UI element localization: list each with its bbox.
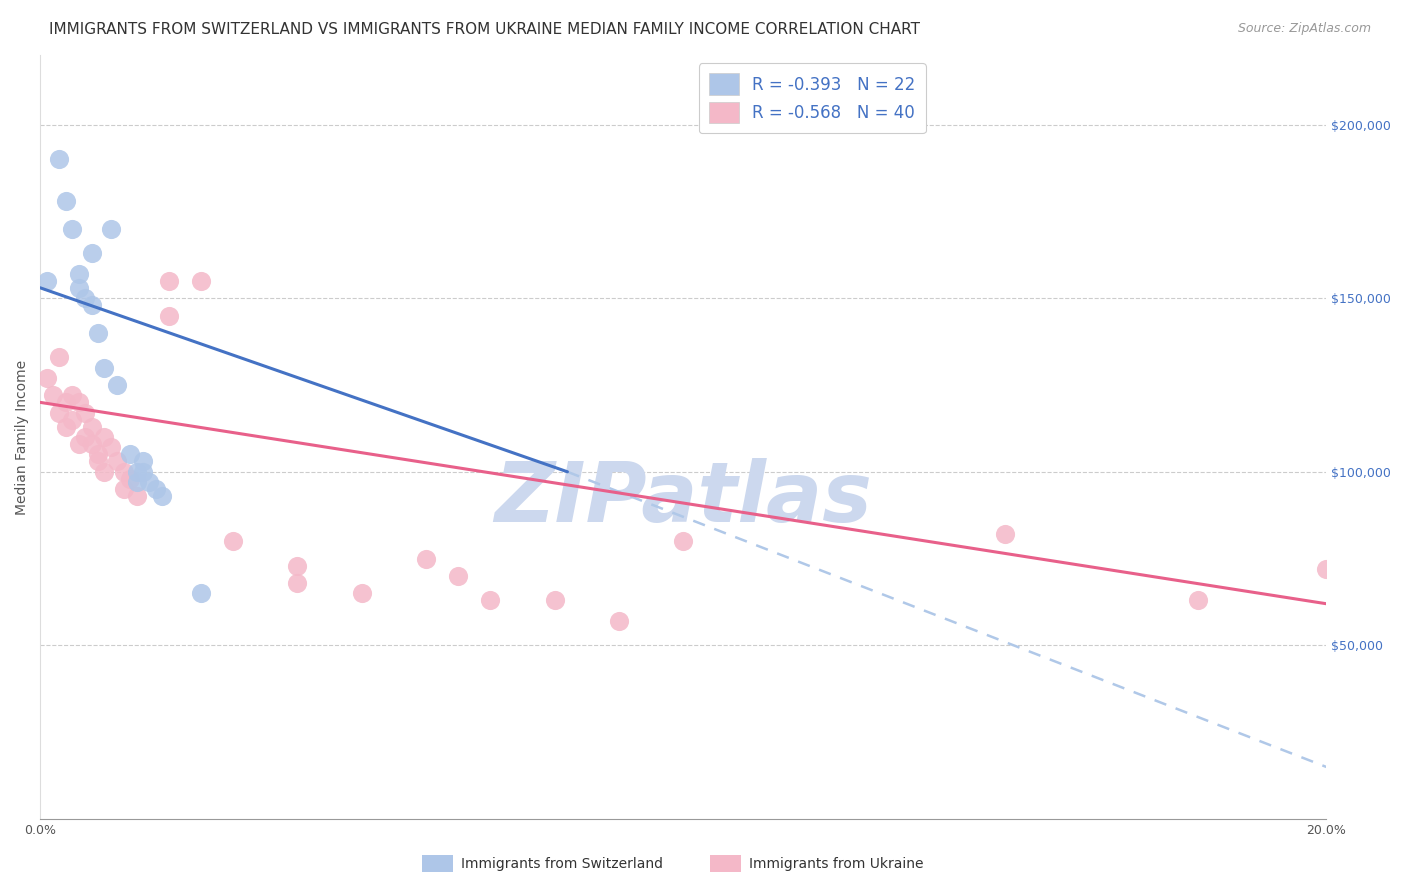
Point (60, 388, 83, 402)
Point (222, 534, 245, 549)
Point (55, 194, 77, 208)
Point (1187, 593, 1209, 607)
Point (1315, 562, 1337, 576)
Point (479, 593, 502, 607)
Point (125, 465, 148, 479)
Point (672, 534, 695, 549)
Point (60, 221, 83, 235)
Point (80, 437, 103, 451)
Point (138, 475, 160, 490)
Y-axis label: Median Family Income: Median Family Income (15, 359, 30, 515)
Point (60, 413, 83, 427)
Text: ZIPatlas: ZIPatlas (495, 458, 872, 539)
Point (80, 419, 103, 434)
Point (415, 551, 437, 566)
Point (105, 378, 128, 392)
Point (67, 395, 90, 409)
Point (350, 586, 373, 600)
Point (48, 406, 70, 420)
Point (285, 558, 308, 573)
Point (112, 465, 135, 479)
Point (75, 430, 97, 444)
Point (100, 441, 122, 455)
Point (120, 472, 142, 486)
Point (80, 246, 103, 260)
Point (447, 569, 470, 583)
Point (87, 326, 110, 340)
Point (67, 281, 90, 295)
Point (157, 274, 180, 288)
Point (190, 586, 212, 600)
Point (112, 482, 135, 496)
Text: Immigrants from Ukraine: Immigrants from Ukraine (749, 857, 924, 871)
Point (93, 430, 115, 444)
Point (285, 575, 308, 590)
Point (87, 454, 110, 468)
Point (48, 153, 70, 167)
Point (994, 527, 1017, 541)
Text: Immigrants from Switzerland: Immigrants from Switzerland (461, 857, 664, 871)
Point (75, 291, 97, 305)
Point (125, 475, 148, 490)
Point (55, 395, 77, 409)
Point (93, 465, 115, 479)
Point (87, 447, 110, 461)
Point (145, 482, 167, 496)
Point (607, 614, 630, 628)
Point (132, 454, 155, 468)
Point (120, 447, 142, 461)
Point (55, 419, 77, 434)
Point (67, 437, 90, 451)
Point (75, 406, 97, 420)
Point (157, 309, 180, 323)
Text: Source: ZipAtlas.com: Source: ZipAtlas.com (1237, 22, 1371, 36)
Point (67, 267, 90, 281)
Point (543, 593, 565, 607)
Point (132, 465, 155, 479)
Point (42, 388, 65, 402)
Point (105, 454, 128, 468)
Point (48, 350, 70, 364)
Point (35, 274, 58, 288)
Point (80, 298, 103, 312)
Legend: R = -0.393   N = 22, R = -0.568   N = 40: R = -0.393 N = 22, R = -0.568 N = 40 (699, 63, 925, 133)
Point (100, 221, 122, 235)
Point (93, 360, 115, 375)
Text: IMMIGRANTS FROM SWITZERLAND VS IMMIGRANTS FROM UKRAINE MEDIAN FAMILY INCOME CORR: IMMIGRANTS FROM SWITZERLAND VS IMMIGRANT… (49, 22, 920, 37)
Point (35, 371, 58, 385)
Point (190, 274, 212, 288)
Point (150, 489, 173, 503)
Point (125, 489, 148, 503)
